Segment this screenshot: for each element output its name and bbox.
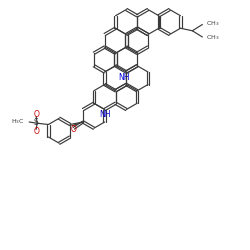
Text: NH: NH <box>118 73 129 82</box>
Text: H$_3$C: H$_3$C <box>12 118 25 126</box>
Text: O: O <box>33 127 39 136</box>
Text: O: O <box>33 110 39 119</box>
Text: NH: NH <box>99 110 110 119</box>
Text: O: O <box>71 125 77 134</box>
Text: CH$_3$: CH$_3$ <box>206 19 220 28</box>
Text: CH$_3$: CH$_3$ <box>206 34 220 42</box>
Text: S: S <box>34 118 38 127</box>
